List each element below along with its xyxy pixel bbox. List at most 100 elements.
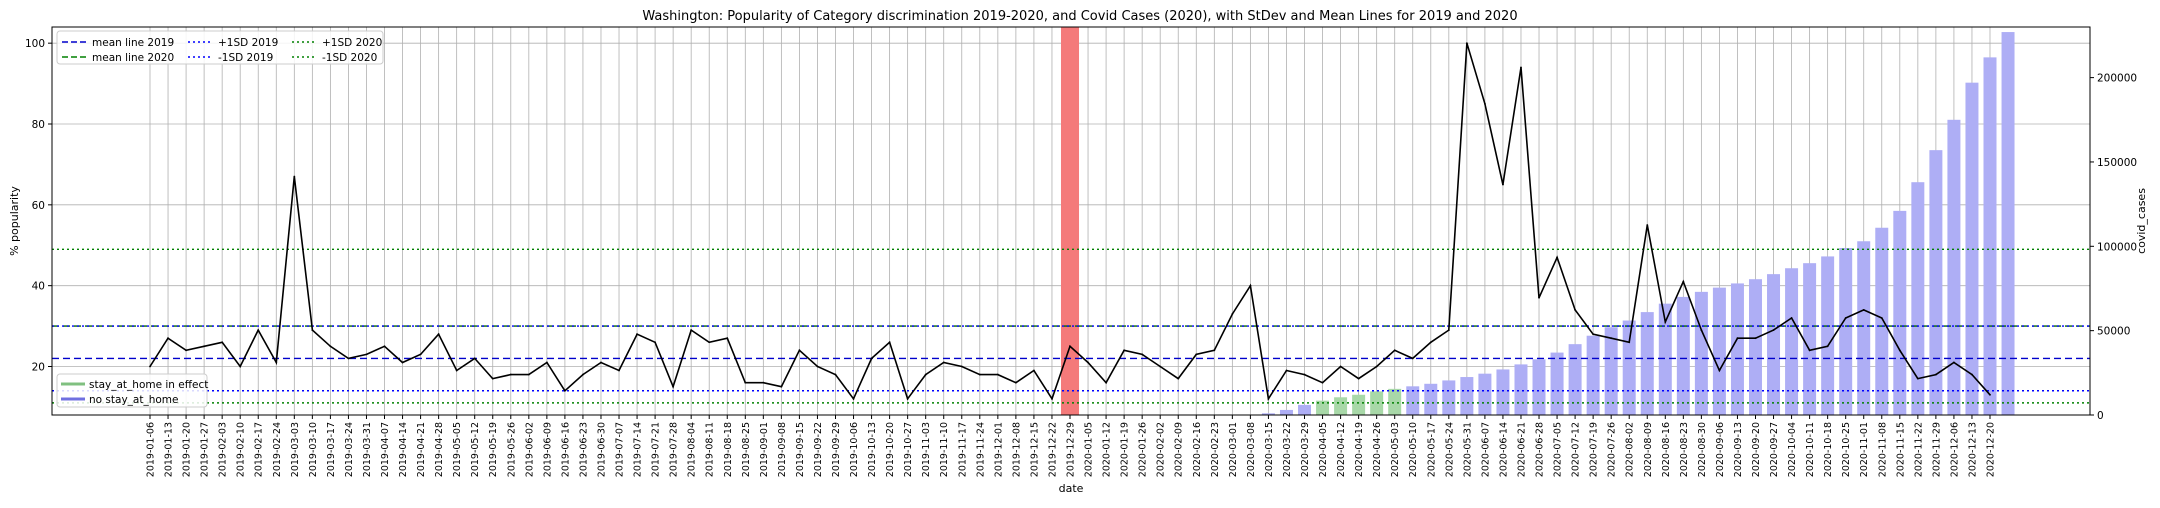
covid-bar bbox=[1406, 386, 1420, 415]
popularity-point bbox=[293, 175, 296, 178]
covid-bar bbox=[1496, 369, 1510, 415]
covid-bars bbox=[1261, 32, 2015, 416]
covid-bar bbox=[1767, 274, 1781, 415]
x-tick-label: 2019-04-07 bbox=[380, 422, 391, 477]
x-tick-label: 2020-04-19 bbox=[1354, 422, 1365, 477]
x-tick-label: 2019-06-30 bbox=[596, 422, 607, 477]
x-tick-label: 2020-11-08 bbox=[1877, 422, 1888, 477]
popularity-point bbox=[654, 341, 656, 344]
x-tick-label: 2019-09-22 bbox=[813, 422, 824, 477]
x-tick-label: 2019-08-04 bbox=[687, 422, 698, 477]
popularity-point bbox=[329, 345, 332, 348]
x-tick-label: 2020-07-19 bbox=[1589, 422, 1600, 477]
popularity-point bbox=[1375, 365, 1378, 368]
popularity-point bbox=[1393, 349, 1396, 352]
x-tick-label: 2020-06-28 bbox=[1535, 422, 1546, 477]
x-tick-label: 2019-12-01 bbox=[993, 422, 1004, 477]
x-tick-label: 2020-12-13 bbox=[1967, 422, 1978, 477]
x-tick-label: 2019-09-01 bbox=[759, 422, 770, 477]
covid-bar bbox=[1857, 241, 1871, 415]
x-tick-label: 2020-01-26 bbox=[1138, 422, 1149, 477]
y-tick-label: 20 bbox=[32, 362, 45, 374]
y2-tick-label: 50000 bbox=[2097, 326, 2130, 338]
x-tick-label: 2020-02-23 bbox=[1210, 422, 1221, 477]
x-tick-label: 2020-11-29 bbox=[1931, 422, 1942, 477]
legend-bottom-box bbox=[56, 373, 208, 408]
popularity-point bbox=[816, 365, 819, 368]
x-tick-label: 2020-11-22 bbox=[1913, 422, 1924, 477]
x-tick-label: 2020-02-09 bbox=[1174, 422, 1185, 477]
popularity-point bbox=[888, 341, 891, 344]
x-tick-label: 2019-02-24 bbox=[272, 422, 283, 477]
popularity-point bbox=[600, 361, 602, 364]
popularity-point bbox=[798, 349, 801, 352]
legend-label: no stay_at_home bbox=[89, 394, 178, 406]
popularity-point bbox=[1772, 329, 1775, 332]
x-tick-label: 2019-08-11 bbox=[705, 422, 716, 477]
x-tick-label: 2019-09-29 bbox=[831, 422, 842, 477]
popularity-point bbox=[1971, 373, 1973, 376]
popularity-point bbox=[672, 385, 675, 388]
popularity-point bbox=[1357, 377, 1360, 380]
popularity-point bbox=[1916, 377, 1919, 380]
covid-bar bbox=[1388, 388, 1402, 415]
popularity-point bbox=[1700, 329, 1703, 332]
legend-label: mean line 2019 bbox=[92, 37, 174, 49]
popularity-point bbox=[1682, 280, 1685, 283]
x-tick-label: 2020-08-23 bbox=[1679, 422, 1690, 477]
covid-bar bbox=[1586, 335, 1600, 415]
covid-bar bbox=[1532, 359, 1546, 415]
x-tick-label: 2020-11-15 bbox=[1895, 422, 1906, 477]
highlight-layer bbox=[1060, 27, 1080, 415]
x-tick-label: 2019-01-13 bbox=[164, 422, 175, 477]
popularity-point bbox=[221, 341, 224, 344]
x-tick-label: 2020-03-08 bbox=[1246, 422, 1257, 477]
popularity-point bbox=[1465, 42, 1468, 45]
highlight-span bbox=[1060, 27, 1080, 415]
x-tick-label: 2020-07-12 bbox=[1571, 422, 1582, 477]
x-tick-label: 2019-12-15 bbox=[1029, 422, 1040, 477]
x-tick-label: 2020-03-29 bbox=[1300, 422, 1311, 477]
x-tick-label: 2020-01-12 bbox=[1102, 422, 1113, 477]
x-tick-label: 2019-10-06 bbox=[849, 422, 860, 477]
popularity-point bbox=[1538, 296, 1540, 299]
covid-bar bbox=[1460, 377, 1474, 415]
x-tick-label: 2020-08-09 bbox=[1643, 422, 1654, 477]
x-tick-label: 2019-04-28 bbox=[434, 422, 445, 477]
x-tick-label: 2019-07-28 bbox=[669, 422, 680, 477]
x-tick-label: 2020-05-10 bbox=[1408, 422, 1419, 477]
popularity-point bbox=[455, 369, 458, 372]
popularity-point bbox=[1592, 333, 1595, 336]
x-tick-label: 2019-03-03 bbox=[290, 422, 301, 477]
popularity-point bbox=[1159, 365, 1162, 368]
covid-bar bbox=[1983, 57, 1997, 415]
popularity-point bbox=[401, 361, 404, 364]
x-tick-label: 2019-06-02 bbox=[524, 422, 535, 477]
covid-bar bbox=[1929, 150, 1943, 415]
popularity-point bbox=[383, 345, 386, 348]
popularity-point bbox=[906, 397, 909, 400]
popularity-point bbox=[1014, 381, 1017, 384]
x-tick-label: 2019-12-22 bbox=[1047, 422, 1058, 477]
covid-bar bbox=[1334, 397, 1348, 415]
x-tick-label: 2019-01-27 bbox=[200, 422, 211, 477]
popularity-point bbox=[960, 365, 963, 368]
popularity-point bbox=[1989, 393, 1991, 396]
legend-label: +1SD 2019 bbox=[218, 37, 278, 49]
x-tick-label: 2020-04-12 bbox=[1336, 422, 1347, 477]
popularity-point bbox=[1123, 349, 1126, 352]
covid-bar bbox=[1568, 344, 1582, 415]
popularity-point bbox=[437, 333, 440, 336]
x-tick-label: 2020-06-07 bbox=[1480, 422, 1491, 477]
covid-bar bbox=[1965, 82, 1979, 416]
popularity-point bbox=[1051, 397, 1053, 400]
legend-top-box bbox=[56, 30, 384, 65]
x-tick-label: 2020-09-27 bbox=[1769, 422, 1780, 477]
x-tick-label: 2019-07-07 bbox=[615, 422, 626, 477]
popularity-point bbox=[1213, 349, 1216, 352]
x-tick-label: 2020-07-26 bbox=[1607, 422, 1618, 477]
covid-bar bbox=[1839, 247, 1853, 415]
popularity-point bbox=[1321, 381, 1324, 384]
